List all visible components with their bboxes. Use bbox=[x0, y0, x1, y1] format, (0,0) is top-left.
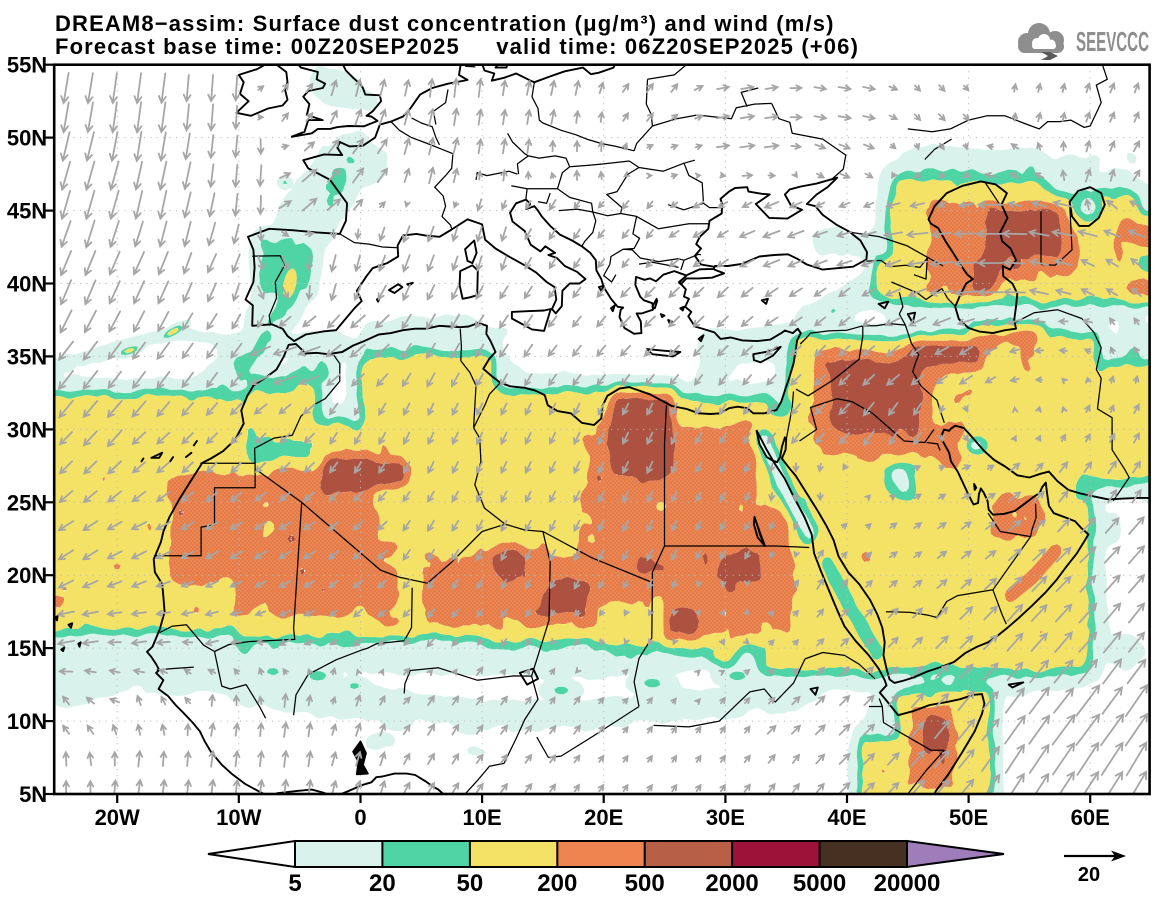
svg-text:DREAM8−assim: Surface dust con: DREAM8−assim: Surface dust concentration… bbox=[55, 11, 835, 36]
svg-text:30N: 30N bbox=[7, 417, 47, 442]
svg-text:5000: 5000 bbox=[793, 870, 846, 897]
svg-text:20: 20 bbox=[1078, 864, 1100, 886]
svg-text:2000: 2000 bbox=[705, 870, 758, 897]
svg-text:5: 5 bbox=[288, 870, 301, 897]
svg-text:40N: 40N bbox=[7, 272, 47, 297]
svg-text:500: 500 bbox=[625, 870, 665, 897]
svg-text:20E: 20E bbox=[584, 805, 623, 830]
svg-text:50: 50 bbox=[457, 870, 484, 897]
svg-text:10N: 10N bbox=[7, 709, 47, 734]
svg-text:25N: 25N bbox=[7, 490, 47, 515]
svg-text:50N: 50N bbox=[7, 126, 47, 151]
svg-text:60E: 60E bbox=[1071, 805, 1110, 830]
svg-text:SEEVCCC: SEEVCCC bbox=[1076, 26, 1149, 57]
svg-text:45N: 45N bbox=[7, 199, 47, 224]
svg-text:40E: 40E bbox=[827, 805, 866, 830]
svg-text:5N: 5N bbox=[19, 782, 47, 807]
svg-text:20: 20 bbox=[369, 870, 396, 897]
svg-text:10E: 10E bbox=[463, 805, 502, 830]
svg-text:30E: 30E bbox=[706, 805, 745, 830]
svg-text:0: 0 bbox=[354, 805, 366, 830]
svg-text:50E: 50E bbox=[949, 805, 988, 830]
svg-text:15N: 15N bbox=[7, 636, 47, 661]
svg-text:20W: 20W bbox=[95, 805, 140, 830]
svg-text:20000: 20000 bbox=[874, 870, 941, 897]
svg-text:Forecast base time: 00Z20SEP20: Forecast base time: 00Z20SEP2025 valid t… bbox=[55, 34, 859, 59]
svg-text:10W: 10W bbox=[216, 805, 261, 830]
svg-text:20N: 20N bbox=[7, 563, 47, 588]
svg-text:200: 200 bbox=[537, 870, 577, 897]
svg-text:35N: 35N bbox=[7, 344, 47, 369]
svg-text:55N: 55N bbox=[7, 53, 47, 78]
